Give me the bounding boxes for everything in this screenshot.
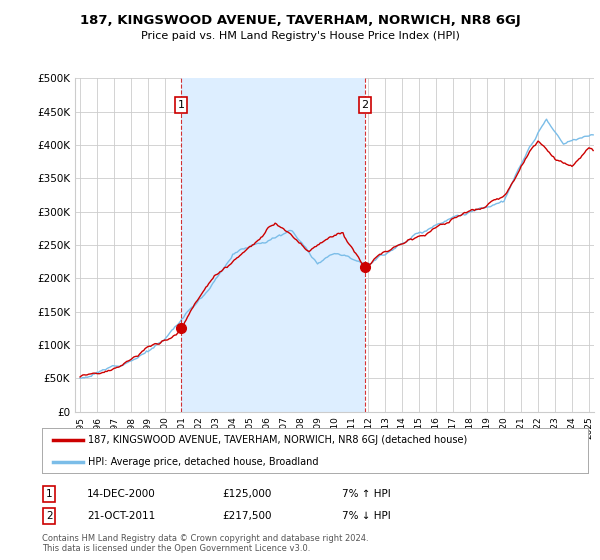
Bar [181,78,365,412]
Text: 2: 2 [46,511,53,521]
Text: 1: 1 [46,489,53,499]
Text: £125,000: £125,000 [222,489,271,499]
Text: 7% ↓ HPI: 7% ↓ HPI [342,511,391,521]
Text: 21-OCT-2011: 21-OCT-2011 [87,511,155,521]
Text: Contains HM Land Registry data © Crown copyright and database right 2024.
This d: Contains HM Land Registry data © Crown c… [42,534,368,553]
Text: Price paid vs. HM Land Registry's House Price Index (HPI): Price paid vs. HM Land Registry's House … [140,31,460,41]
Text: HPI: Average price, detached house, Broadland: HPI: Average price, detached house, Broa… [88,457,319,467]
Text: 1: 1 [178,100,185,110]
Text: £217,500: £217,500 [222,511,271,521]
Text: 2: 2 [361,100,368,110]
Text: 187, KINGSWOOD AVENUE, TAVERHAM, NORWICH, NR8 6GJ: 187, KINGSWOOD AVENUE, TAVERHAM, NORWICH… [80,14,520,27]
Text: 7% ↑ HPI: 7% ↑ HPI [342,489,391,499]
Text: 14-DEC-2000: 14-DEC-2000 [87,489,156,499]
Text: 187, KINGSWOOD AVENUE, TAVERHAM, NORWICH, NR8 6GJ (detached house): 187, KINGSWOOD AVENUE, TAVERHAM, NORWICH… [88,436,467,446]
